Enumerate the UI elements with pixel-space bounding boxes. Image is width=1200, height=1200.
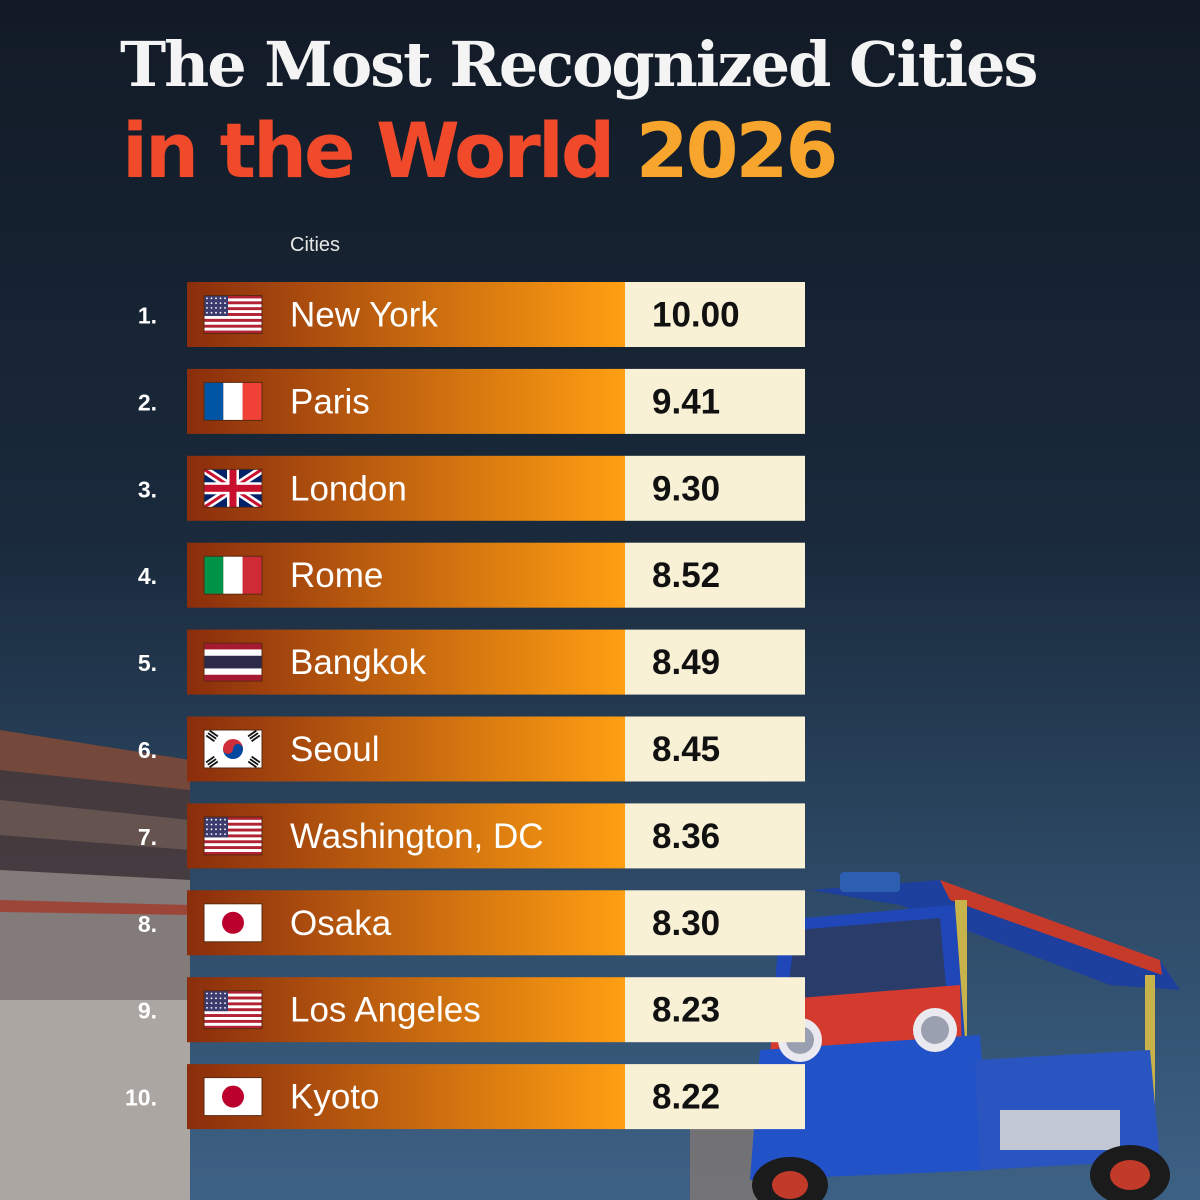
score-value: 8.22 [652,1078,720,1117]
title-line-1: The Most Recognized Cities [120,28,1038,101]
value-box [625,368,805,434]
score-value: 10.00 [652,296,740,335]
us-flag-icon [203,990,263,1030]
rank-label: 1. [138,303,157,329]
table-row: 1. New York 10.00 [138,282,805,347]
title-year: 2026 [635,106,839,195]
table-row: 7. Washington, DC 8.36 [138,803,805,869]
rank-label: 9. [138,998,157,1024]
us-flag-icon [203,816,263,856]
table-row: 5. Bangkok 8.49 [138,629,805,695]
city-name: Seoul [290,730,380,769]
value-box [625,977,805,1043]
column-header-cities: Cities [290,234,341,256]
table-row: 4. Rome 8.52 [138,542,805,608]
france-flag-icon [203,381,263,421]
rank-label: 6. [138,737,157,763]
score-value: 9.41 [652,382,720,421]
score-value: 8.23 [652,991,720,1030]
japan-flag-icon [203,1077,263,1117]
score-value: 8.45 [652,730,720,769]
city-name: Los Angeles [290,991,481,1030]
title-line-2: in the World 2026 [122,106,839,195]
rank-label: 4. [138,563,157,589]
table-row: 2. Paris 9.41 [138,368,805,434]
value-box [625,455,805,521]
rank-label: 8. [138,911,157,937]
value-box [625,542,805,608]
table-row: 8. Osaka 8.30 [138,890,805,956]
city-name: Paris [290,382,370,421]
value-box [625,1064,805,1130]
uk-flag-icon [203,468,263,508]
score-value: 8.52 [652,556,720,595]
value-box [625,890,805,956]
south-korea-flag-icon [203,729,263,769]
value-box [625,629,805,695]
value-box [625,803,805,869]
city-name: New York [290,296,438,335]
score-value: 9.30 [652,469,720,508]
city-name: Kyoto [290,1078,380,1117]
rank-label: 2. [138,389,157,415]
score-value: 8.36 [652,817,720,856]
value-box [625,716,805,782]
title-in-the-world: in the World [122,106,615,195]
score-value: 8.30 [652,904,720,943]
rank-label: 3. [138,476,157,502]
city-name: Bangkok [290,643,427,682]
table-row: 3. London 9.30 [138,455,805,521]
japan-flag-icon [203,903,263,943]
rank-label: 10. [125,1085,157,1111]
table-row: 10. Kyoto 8.22 [125,1064,805,1130]
rank-label: 5. [138,650,157,676]
thailand-flag-icon [203,642,263,682]
value-box [625,282,805,347]
score-value: 8.49 [652,643,720,682]
tuk-tuk-illustration [750,872,1180,1200]
table-row: 9. Los Angeles 8.23 [138,977,805,1043]
table-row: 6. Seoul 8.45 [138,716,805,782]
temple-wall-illustration [0,730,770,1200]
city-name: Osaka [290,904,392,943]
rank-label: 7. [138,824,157,850]
city-name: Rome [290,556,383,595]
us-flag-icon [203,295,263,334]
city-name: Washington, DC [290,817,544,856]
city-name: London [290,469,407,508]
italy-flag-icon [203,555,263,595]
